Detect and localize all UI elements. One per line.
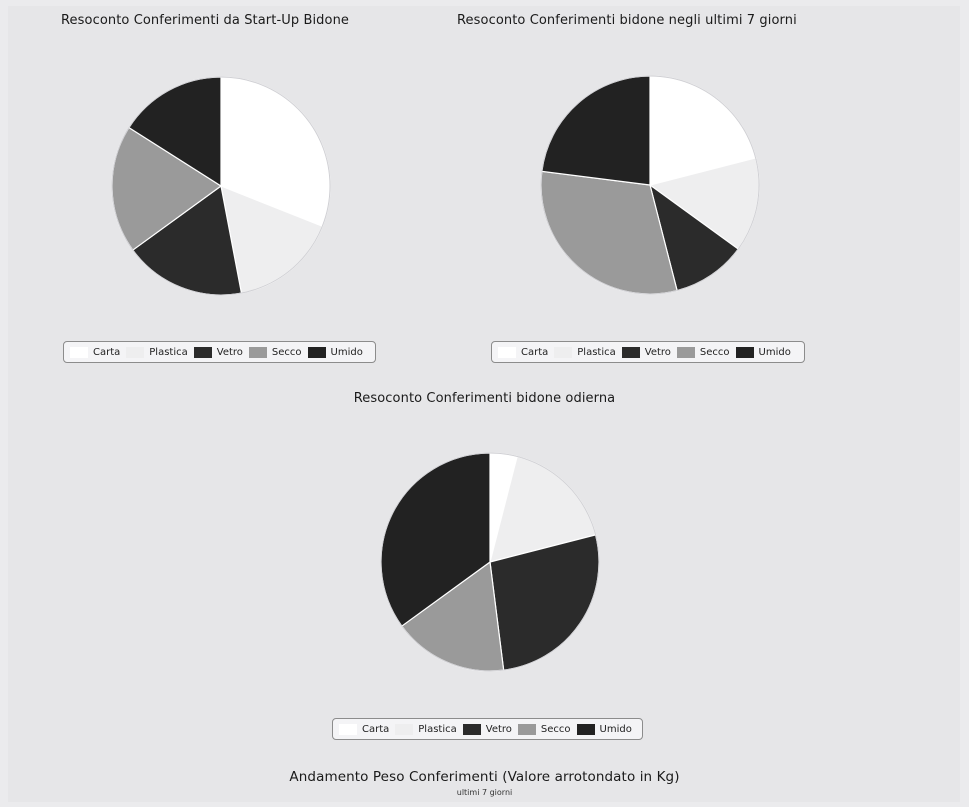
legend-swatch-carta	[498, 346, 516, 358]
legend-startup: Carta Plastica Vetro Secco Umido	[63, 341, 376, 363]
legend-swatch-umido	[307, 346, 326, 358]
legend-label: Umido	[758, 346, 791, 358]
legend-label: Plastica	[577, 346, 616, 358]
legend-item-carta[interactable]: Carta	[498, 346, 549, 358]
legend-swatch-carta	[339, 723, 357, 735]
chart-title-7days: Resoconto Conferimenti bidone negli ulti…	[457, 13, 797, 28]
legend-item-carta[interactable]: Carta	[339, 723, 390, 735]
legend-label: Carta	[521, 346, 549, 358]
legend-swatch-secco	[517, 723, 536, 735]
legend-label: Carta	[362, 723, 390, 735]
pie-outline	[380, 452, 600, 672]
legend-item-secco[interactable]: Secco	[517, 723, 571, 735]
legend-swatch-secco	[676, 346, 695, 358]
legend-swatch-vetro	[193, 346, 212, 358]
legend-swatch-umido	[576, 723, 595, 735]
legend-label: Umido	[330, 346, 363, 358]
legend-label: Umido	[599, 723, 632, 735]
legend-swatch-secco	[248, 346, 267, 358]
legend-swatch-vetro	[462, 723, 481, 735]
legend-7days: Carta Plastica Vetro Secco Umido	[491, 341, 805, 363]
legend-label: Vetro	[644, 346, 671, 358]
legend-item-plastica[interactable]: Plastica	[395, 723, 457, 735]
legend-item-secco[interactable]: Secco	[248, 346, 302, 358]
legend-label: Vetro	[216, 346, 243, 358]
legend-item-carta[interactable]: Carta	[70, 346, 121, 358]
legend-item-vetro[interactable]: Vetro	[621, 346, 671, 358]
legend-item-umido[interactable]: Umido	[576, 723, 632, 735]
legend-label: Secco	[540, 723, 571, 735]
legend-swatch-plastica	[395, 723, 414, 735]
legend-swatch-plastica	[126, 346, 145, 358]
legend-item-plastica[interactable]: Plastica	[126, 346, 188, 358]
pie-slice-umido[interactable]	[541, 75, 651, 186]
legend-swatch-carta	[70, 346, 88, 358]
legend-today: Carta Plastica Vetro Secco Umido	[332, 718, 643, 740]
pie-chart-startup	[111, 76, 331, 296]
legend-item-umido[interactable]: Umido	[307, 346, 363, 358]
legend-label: Secco	[699, 346, 730, 358]
legend-swatch-vetro	[621, 346, 640, 358]
pie-outline	[111, 76, 331, 296]
legend-item-vetro[interactable]: Vetro	[462, 723, 512, 735]
pie-chart-7days	[540, 75, 760, 295]
legend-label: Plastica	[149, 346, 188, 358]
legend-item-umido[interactable]: Umido	[735, 346, 791, 358]
chart-title-startup: Resoconto Conferimenti da Start-Up Bidon…	[61, 13, 350, 28]
chart-title-today: Resoconto Conferimenti bidone odierna	[353, 391, 616, 406]
line-chart-subtitle: ultimi 7 giorni	[456, 788, 513, 797]
pie-chart-today	[380, 452, 600, 672]
legend-label: Vetro	[485, 723, 512, 735]
legend-label: Carta	[93, 346, 121, 358]
line-chart-title: Andamento Peso Conferimenti (Valore arro…	[289, 769, 680, 785]
legend-swatch-umido	[735, 346, 754, 358]
legend-item-plastica[interactable]: Plastica	[554, 346, 616, 358]
legend-item-secco[interactable]: Secco	[676, 346, 730, 358]
pie-outline	[540, 75, 760, 295]
legend-swatch-plastica	[554, 346, 573, 358]
legend-label: Plastica	[418, 723, 457, 735]
legend-item-vetro[interactable]: Vetro	[193, 346, 243, 358]
legend-label: Secco	[271, 346, 302, 358]
